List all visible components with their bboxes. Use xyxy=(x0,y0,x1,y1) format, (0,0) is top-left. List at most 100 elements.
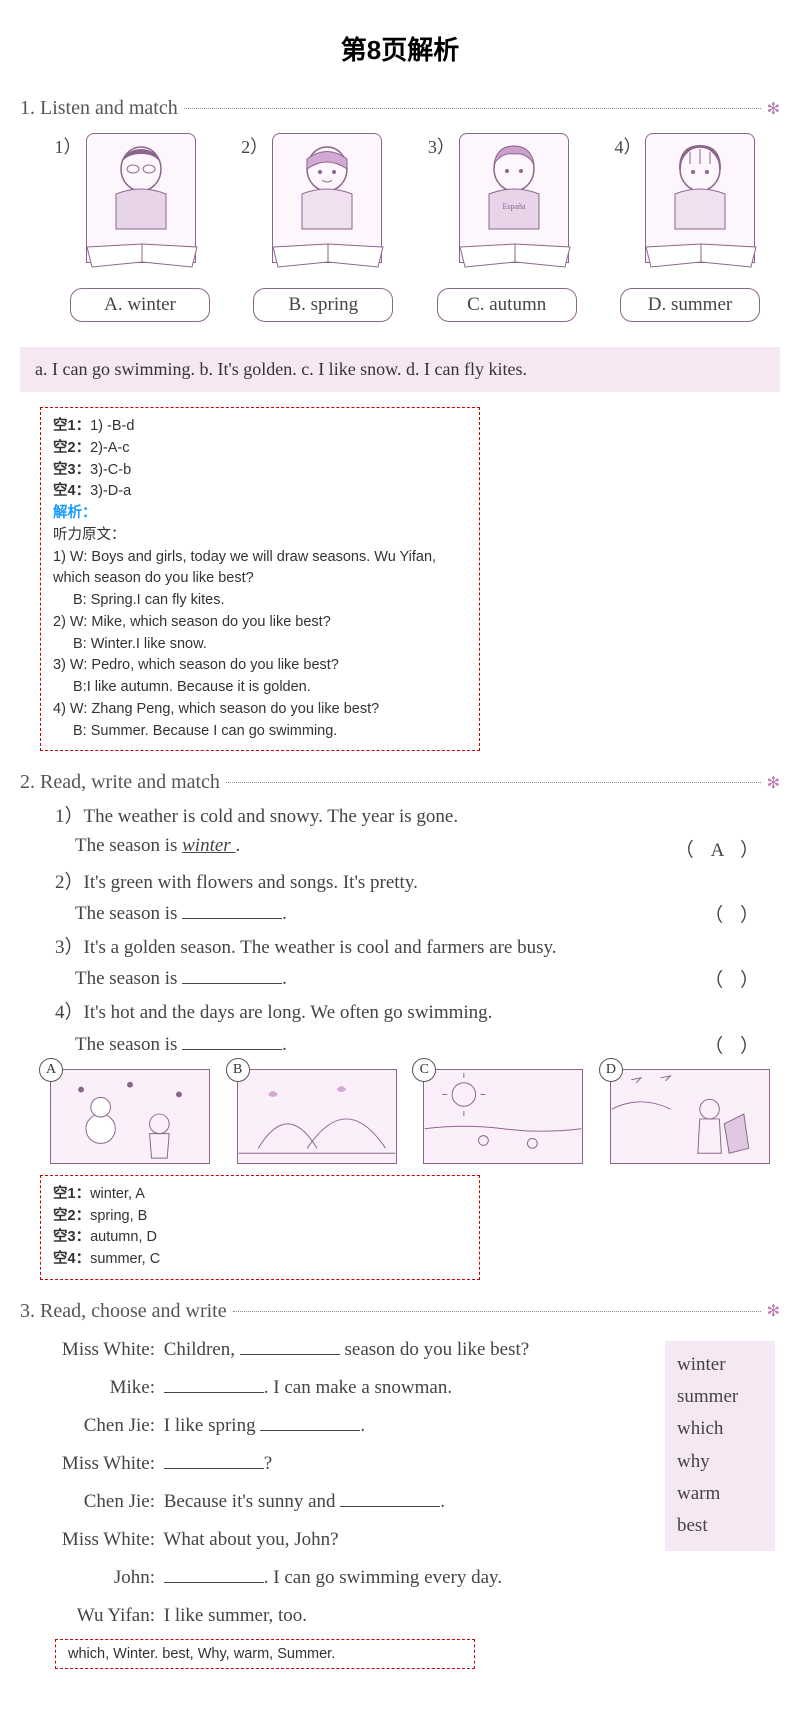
section3-title: 3. Read, choose and write xyxy=(20,1300,227,1323)
q2-4-paren: （ ） xyxy=(704,1031,765,1058)
dialog-1: Mike: . I can make a snowman. xyxy=(55,1369,640,1407)
q2-3-sub: The season is . （ ） xyxy=(75,965,780,992)
shirt-text: España xyxy=(502,202,526,211)
transcript-0: 1) W: Boys and girls, today we will draw… xyxy=(53,547,467,591)
wb-3: why xyxy=(677,1446,763,1478)
person-1-frame xyxy=(86,133,196,263)
dotted-line-3 xyxy=(233,1311,761,1312)
dialog-5: Miss White: What about you, John? xyxy=(55,1521,640,1559)
season-row: A. winter B. spring C. autumn D. summer xyxy=(20,263,780,332)
pics-row: A B C D xyxy=(20,1064,780,1169)
ans2-2: 空2：spring, B xyxy=(53,1206,467,1228)
q2-3: 3）It's a golden season. The weather is c… xyxy=(55,933,780,963)
page-title: 第8页解析 xyxy=(20,30,780,67)
book-base-3 xyxy=(455,242,575,272)
pic-b: B xyxy=(237,1069,397,1164)
dotted-line-2 xyxy=(226,782,761,783)
transcript-6: 4) W: Zhang Peng, which season do you li… xyxy=(53,699,467,721)
pic-b-label: B xyxy=(226,1058,250,1082)
sentence-bar: a. I can go swimming. b. It's golden. c.… xyxy=(20,347,780,392)
transcript-7: B: Summer. Because I can go swimming. xyxy=(53,721,467,743)
person-4-frame xyxy=(645,133,755,263)
pic-a-svg xyxy=(51,1070,209,1163)
person-1-svg xyxy=(87,134,195,234)
ans2-3: 空3：autumn, D xyxy=(53,1227,467,1249)
pic-d: D xyxy=(610,1069,770,1164)
transcript-5: B:I like autumn. Because it is golden. xyxy=(53,677,467,699)
person-3-svg: España xyxy=(460,134,568,234)
book-base-2 xyxy=(268,242,388,272)
section2-header: 2. Read, write and match ✻ xyxy=(20,771,780,794)
dialog-2: Chen Jie: I like spring . xyxy=(55,1407,640,1445)
q2-1-fill: The season is winter . xyxy=(75,835,240,862)
ans2-4: 空4：summer, C xyxy=(53,1249,467,1271)
person-4: 4） xyxy=(610,133,760,263)
section3-header: 3. Read, choose and write ✻ xyxy=(20,1300,780,1323)
q2-4: 4）It's hot and the days are long. We oft… xyxy=(55,998,780,1028)
pic-a-label: A xyxy=(39,1058,63,1082)
q2-1-paren: （ A ） xyxy=(675,835,765,862)
transcript-1: B: Spring.I can fly kites. xyxy=(53,590,467,612)
dialog-7: Wu Yifan: I like summer, too. xyxy=(55,1597,640,1635)
person-3: 3） España xyxy=(423,133,573,263)
q2-2: 2）It's green with flowers and songs. It'… xyxy=(55,868,780,898)
q2-3-paren: （ ） xyxy=(704,965,765,992)
section1-answer-box: 空1：1) -B-d 空2：2)-A-c 空3：3)-C-b 空4：3)-D-a… xyxy=(40,407,480,751)
book-base-1 xyxy=(82,242,202,272)
wb-1: summer xyxy=(677,1381,763,1413)
pic-a: A xyxy=(50,1069,210,1164)
analysis-label: 解析： xyxy=(53,503,467,525)
dialog-6: John: . I can go swimming every day. xyxy=(55,1559,640,1597)
q2-1: 1）The weather is cold and snowy. The yea… xyxy=(55,802,780,832)
wb-4: warm xyxy=(677,1478,763,1510)
pic-c-label: C xyxy=(412,1058,436,1082)
dialog-4: Chen Jie: Because it's sunny and . xyxy=(55,1483,640,1521)
person-3-num: 3） xyxy=(428,133,455,159)
q2-3-fill: The season is . xyxy=(75,965,287,992)
word-bank: winter summer which why warm best xyxy=(665,1341,775,1551)
person-1: 1） xyxy=(50,133,200,263)
q2-2-sub: The season is . （ ） xyxy=(75,900,780,927)
dialog-3: Miss White: ? xyxy=(55,1445,640,1483)
pic-d-label: D xyxy=(599,1058,623,1082)
flower-icon: ✻ xyxy=(767,99,780,119)
wb-2: which xyxy=(677,1413,763,1445)
ans1-4: 空4：3)-D-a xyxy=(53,481,467,503)
pic-c-svg xyxy=(424,1070,582,1163)
section2-title: 2. Read, write and match xyxy=(20,771,220,794)
transcript-3: B: Winter.I like snow. xyxy=(53,634,467,656)
dotted-line xyxy=(184,108,761,109)
flower-icon-3: ✻ xyxy=(767,1301,780,1321)
ans1-2: 空2：2)-A-c xyxy=(53,438,467,460)
person-2: 2） xyxy=(237,133,387,263)
flower-icon-2: ✻ xyxy=(767,773,780,793)
section1-header: 1. Listen and match ✻ xyxy=(20,97,780,120)
wb-0: winter xyxy=(677,1349,763,1381)
person-4-svg xyxy=(646,134,754,234)
transcript-4: 3) W: Pedro, which season do you like be… xyxy=(53,655,467,677)
transcript-label: 听力原文： xyxy=(53,525,467,547)
q2-2-fill: The season is . xyxy=(75,900,287,927)
pic-c: C xyxy=(423,1069,583,1164)
section1-title: 1. Listen and match xyxy=(20,97,178,120)
pic-b-svg xyxy=(238,1070,396,1163)
q2-1-sub: The season is winter . （ A ） xyxy=(75,835,780,862)
season-b: B. spring xyxy=(253,288,393,322)
person-4-num: 4） xyxy=(614,133,641,159)
q2-2-paren: （ ） xyxy=(704,900,765,927)
ans2-1: 空1：winter, A xyxy=(53,1184,467,1206)
person-2-num: 2） xyxy=(241,133,268,159)
dialog-wrap: winter summer which why warm best Miss W… xyxy=(20,1331,780,1635)
season-c: C. autumn xyxy=(437,288,577,322)
q2-4-sub: The season is . （ ） xyxy=(75,1031,780,1058)
ans1-3: 空3：3)-C-b xyxy=(53,460,467,482)
dialog-0: Miss White: Children, season do you like… xyxy=(55,1331,640,1369)
q2-4-fill: The season is . xyxy=(75,1031,287,1058)
book-base-4 xyxy=(641,242,761,272)
season-d: D. summer xyxy=(620,288,760,322)
person-1-num: 1） xyxy=(55,133,82,159)
person-2-frame xyxy=(272,133,382,263)
wb-5: best xyxy=(677,1510,763,1542)
ans1-1: 空1：1) -B-d xyxy=(53,416,467,438)
season-a: A. winter xyxy=(70,288,210,322)
